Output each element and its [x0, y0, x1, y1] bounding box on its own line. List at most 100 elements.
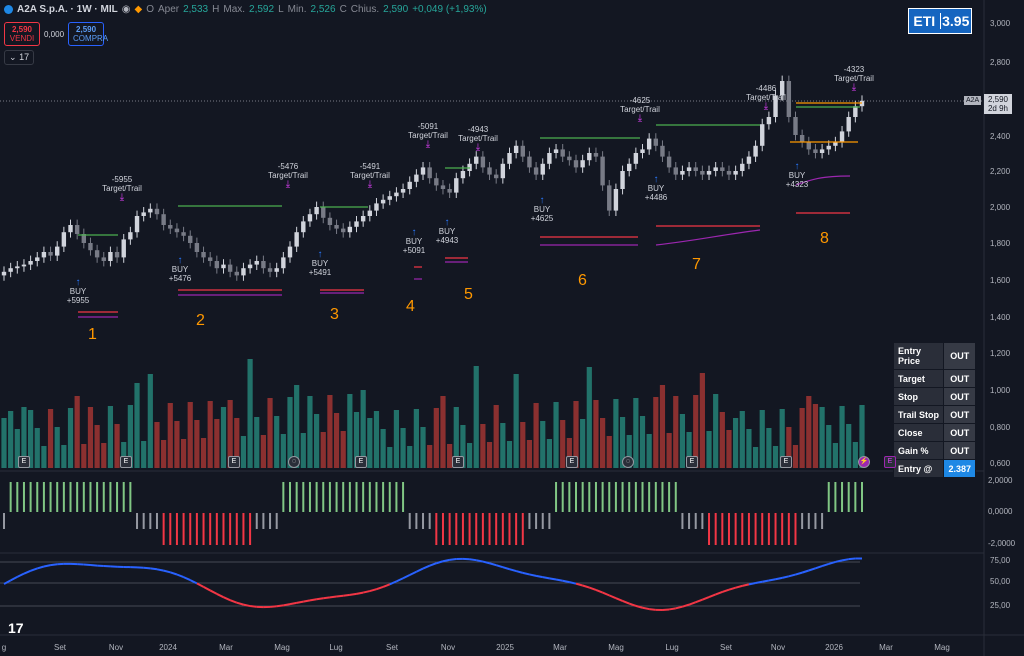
volume-bar	[580, 419, 586, 468]
earnings-event-icon[interactable]: E	[228, 456, 240, 468]
earnings-event-icon[interactable]: E	[452, 456, 464, 468]
volume-bar	[387, 447, 393, 468]
earnings-event-icon[interactable]: E	[686, 456, 698, 468]
oscillator-bar	[282, 482, 285, 512]
rsi-line	[10, 575, 18, 582]
rsi-line	[343, 593, 350, 597]
volume-bar	[234, 418, 240, 468]
candle-body	[15, 266, 20, 269]
open-label: O	[146, 4, 154, 15]
candle-body	[188, 235, 193, 243]
volume-bar	[174, 421, 180, 468]
price-axis-label: 0,600	[990, 459, 1011, 468]
oscillator-bar	[222, 513, 225, 545]
oscillator-bar	[136, 513, 139, 529]
earnings-event-icon[interactable]: E	[884, 456, 896, 468]
rsi-line	[349, 592, 357, 596]
split-event-icon[interactable]: ⚡	[858, 456, 870, 468]
symbol-title[interactable]: A2A S.p.A. · 1W · MIL	[17, 4, 118, 15]
rsi-line	[369, 588, 377, 593]
dividend-event-icon[interactable]: ◌	[622, 456, 634, 468]
volume-bar	[460, 425, 466, 468]
volume-bar	[134, 383, 140, 468]
table-value: 2.387	[943, 459, 976, 478]
rsi-line	[509, 568, 517, 573]
candle-body	[553, 149, 559, 153]
candle-body	[607, 185, 612, 211]
dividend-event-icon[interactable]: ◌	[288, 456, 300, 468]
time-axis-label: g	[2, 643, 6, 652]
arrow-up-icon: ↑	[444, 217, 450, 228]
arrow-down-icon: ⤓	[367, 179, 373, 190]
candle-body	[706, 171, 712, 175]
volume-bar	[646, 434, 652, 468]
candle-body	[8, 268, 13, 272]
table-value: OUT	[943, 342, 976, 370]
diamond-icon[interactable]: ◆	[134, 4, 143, 15]
table-value: OUT	[943, 387, 976, 406]
candle-body	[267, 268, 273, 272]
time-axis-label: 2026	[825, 643, 843, 652]
candle-body	[500, 163, 506, 179]
volume-bar	[520, 422, 526, 468]
oscillator-bar	[841, 482, 844, 512]
volume-bar	[686, 432, 692, 468]
oscillator-bar	[821, 513, 824, 529]
earnings-event-icon[interactable]: E	[18, 456, 30, 468]
table-value: OUT	[943, 441, 976, 460]
oscillator-bar	[594, 482, 597, 512]
rsi-line	[608, 594, 617, 600]
indicator-count-toggle[interactable]: ⌄ 17	[4, 50, 35, 65]
volume-bar	[480, 424, 486, 468]
oscillator-bar	[42, 482, 45, 512]
candle-body	[141, 212, 146, 216]
symbol-header: A2A S.p.A. · 1W · MIL ◉ ◆ O Aper 2,533 H…	[4, 4, 487, 15]
sell-button[interactable]: 2,590 VENDI	[4, 22, 40, 46]
buy-button[interactable]: 2,590 COMPRA	[68, 22, 108, 46]
rsi-line	[735, 584, 743, 589]
oscillator-bar	[209, 513, 212, 545]
oscillator-bar	[535, 513, 538, 529]
candle-body	[314, 207, 319, 215]
oscillator-bar	[275, 513, 278, 529]
oscillator-bar	[109, 482, 112, 512]
earnings-event-icon[interactable]: E	[355, 456, 367, 468]
rsi-line	[722, 588, 730, 593]
rsi-line	[635, 604, 643, 609]
osc-axis-label: 0,0000	[988, 507, 1013, 516]
volume-bar	[440, 396, 446, 468]
earnings-event-icon[interactable]: E	[566, 456, 578, 468]
oscillator-bar	[428, 513, 431, 529]
rsi-line	[16, 572, 25, 578]
rsi-line	[469, 558, 477, 562]
target-trail-annotation: -4323 Target/Trail ⤓	[834, 65, 874, 93]
buy-label: BUY	[438, 227, 456, 236]
volume-bar	[121, 442, 127, 468]
oscillator-bar	[455, 513, 458, 545]
volume-bar	[21, 407, 27, 468]
oscillator-bar	[169, 513, 172, 545]
time-axis-label: 2024	[159, 643, 177, 652]
volume-bar	[812, 404, 819, 468]
oscillator-bar	[16, 482, 19, 512]
current-price: 2,590	[987, 95, 1009, 104]
volume-bar	[473, 366, 479, 468]
oscillator-bar	[422, 513, 425, 529]
oscillator-bar	[388, 482, 391, 512]
earnings-event-icon[interactable]: E	[120, 456, 132, 468]
volume-bar	[606, 436, 612, 468]
trade-status-table: Entry Price OUT Target OUT Stop OUT Trail Stop…	[892, 342, 976, 478]
eye-icon[interactable]: ◉	[121, 4, 131, 15]
rsi-line	[562, 579, 570, 584]
volume-bar	[340, 431, 346, 468]
oscillator-bar	[747, 513, 750, 545]
volume-bar	[659, 385, 666, 468]
table-row: Trail Stop OUT	[892, 405, 976, 424]
earnings-event-icon[interactable]: E	[780, 456, 792, 468]
candle-body	[633, 153, 639, 164]
oscillator-bar	[787, 513, 790, 545]
volume-bar	[739, 411, 745, 468]
candle-body	[88, 243, 93, 251]
buy-value: +5491	[308, 268, 332, 277]
